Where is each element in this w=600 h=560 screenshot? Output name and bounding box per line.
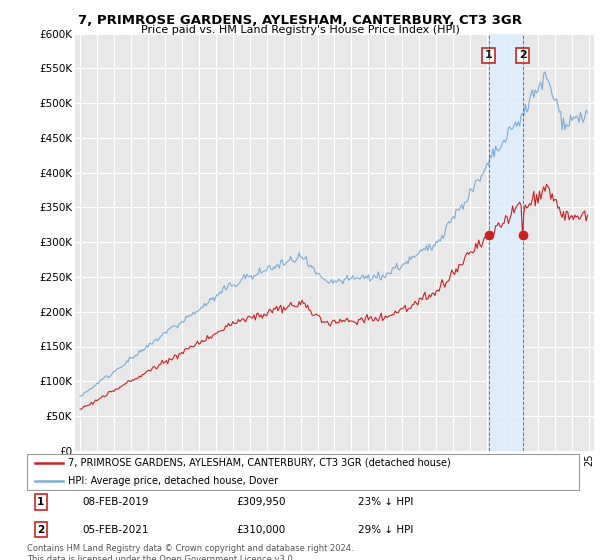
Bar xyxy=(489,34,523,451)
Text: 2: 2 xyxy=(37,525,44,535)
Text: 2: 2 xyxy=(519,50,527,60)
Text: £309,950: £309,950 xyxy=(237,497,286,507)
Text: 08-FEB-2019: 08-FEB-2019 xyxy=(82,497,149,507)
Text: 1: 1 xyxy=(485,50,493,60)
Text: HPI: Average price, detached house, Dover: HPI: Average price, detached house, Dove… xyxy=(68,476,278,486)
Text: £310,000: £310,000 xyxy=(237,525,286,535)
Text: 7, PRIMROSE GARDENS, AYLESHAM, CANTERBURY, CT3 3GR: 7, PRIMROSE GARDENS, AYLESHAM, CANTERBUR… xyxy=(78,14,522,27)
Text: Contains HM Land Registry data © Crown copyright and database right 2024.
This d: Contains HM Land Registry data © Crown c… xyxy=(27,544,353,560)
Text: 29% ↓ HPI: 29% ↓ HPI xyxy=(358,525,413,535)
Text: 1: 1 xyxy=(37,497,44,507)
Text: Price paid vs. HM Land Registry's House Price Index (HPI): Price paid vs. HM Land Registry's House … xyxy=(140,25,460,35)
Text: 7, PRIMROSE GARDENS, AYLESHAM, CANTERBURY, CT3 3GR (detached house): 7, PRIMROSE GARDENS, AYLESHAM, CANTERBUR… xyxy=(68,458,451,468)
Text: 23% ↓ HPI: 23% ↓ HPI xyxy=(358,497,413,507)
Text: 05-FEB-2021: 05-FEB-2021 xyxy=(82,525,149,535)
